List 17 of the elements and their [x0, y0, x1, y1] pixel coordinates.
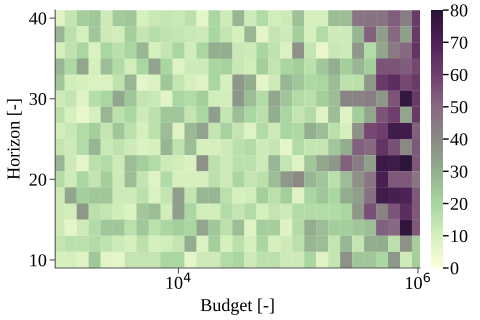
- color-bar-label: 10: [452, 230, 468, 242]
- color-bar-label: 20: [450, 198, 468, 210]
- y-tick-label: 30: [30, 92, 46, 106]
- color-bar-label: 50: [451, 101, 468, 114]
- x-tick-label: 10$^{4}$: [166, 272, 191, 289]
- y-tick-label: 10: [30, 254, 46, 266]
- color-bar-label: 70: [451, 36, 468, 49]
- color-bar-label: 0: [450, 262, 458, 274]
- color-bar-label: 30: [450, 166, 468, 178]
- color-bar-label: 40: [450, 133, 468, 146]
- x-axis-title: Budget [-]: [200, 298, 274, 315]
- color-bar-label: 80: [450, 4, 468, 17]
- y-tick-label: 20: [30, 174, 46, 186]
- x-tick-label: 10$^{6}$: [406, 272, 430, 290]
- y-axis-title: Horizon [-]: [6, 100, 22, 180]
- color-bar-label: 60: [450, 68, 468, 81]
- y-tick-label: 40: [29, 12, 46, 25]
